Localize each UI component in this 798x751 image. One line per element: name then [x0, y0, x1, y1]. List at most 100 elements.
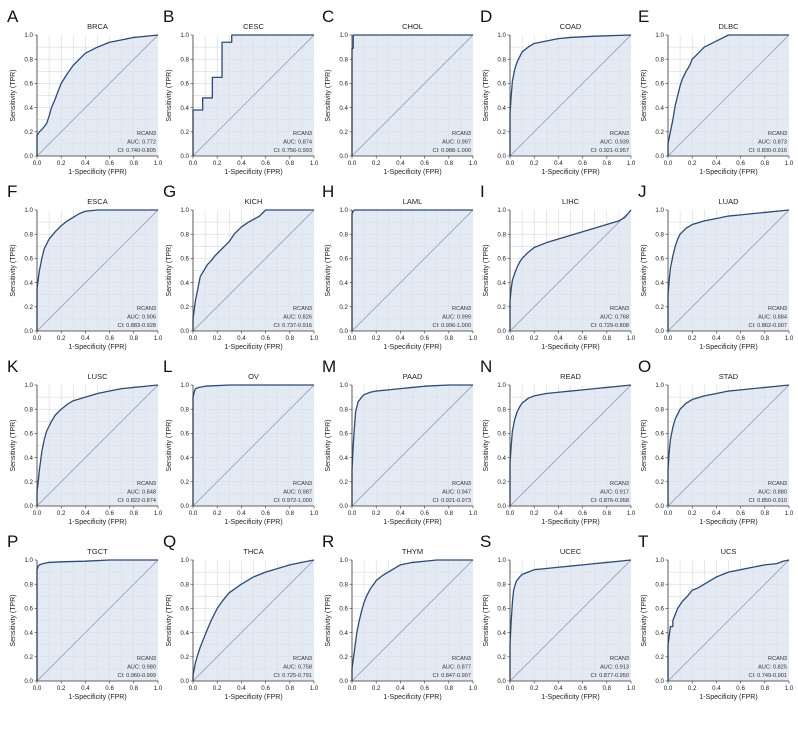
x-tick-label: 0.0 [348, 335, 357, 342]
x-tick-label: 1.0 [785, 160, 794, 167]
y-tick-label: 1.0 [180, 557, 189, 564]
x-tick-label: 0.2 [57, 510, 66, 517]
panel-letter: A [7, 7, 19, 26]
legend-ci: CI: 0.876-0.958 [590, 498, 629, 504]
x-tick-label: 1.0 [310, 510, 319, 517]
y-tick-label: 0.4 [24, 105, 33, 112]
roc-panel-coad: D COAD 0.00.0 0.2 0.2 0.4 0.4 0.6 0.6 0.8 0.8 1.0 1.… [480, 7, 636, 176]
x-axis-label: 1-Specificity (FPR) [541, 169, 599, 176]
y-tick-label: 0.2 [339, 479, 348, 486]
x-tick-label: 1.0 [154, 510, 163, 517]
x-tick-label: 0.6 [578, 510, 587, 517]
panel-title: DLBC [718, 22, 739, 31]
x-axis-label: 1-Specificity (FPR) [541, 344, 599, 351]
panel-title: THYM [402, 547, 423, 556]
y-tick-label: 0.8 [497, 231, 506, 238]
x-tick-label: 0.2 [372, 160, 381, 167]
y-tick-label: 0.4 [655, 280, 664, 287]
legend-gene-label: RCAN3 [293, 656, 312, 662]
y-tick-label: 0.6 [655, 431, 664, 438]
roc-panel-ucec: S UCEC 0.00.0 0.2 0.2 0.4 0.4 0.6 0.6 0.8 0.8 1.0 1.… [480, 532, 636, 701]
y-tick-label: 1.0 [24, 207, 33, 214]
y-tick-label: 1.0 [655, 32, 664, 39]
y-tick-label: 0.6 [339, 606, 348, 613]
x-tick-label: 0.2 [688, 685, 697, 692]
y-tick-label: 0.2 [655, 304, 664, 311]
y-tick-label: 0.0 [24, 503, 33, 510]
y-tick-label: 0.6 [497, 256, 506, 263]
y-tick-label: 0.0 [497, 328, 506, 335]
x-tick-label: 0.6 [261, 335, 270, 342]
x-tick-label: 0.8 [285, 160, 294, 167]
panel-letter: G [163, 182, 176, 201]
y-axis-label: Sensitivity (TPR) [483, 69, 490, 121]
x-tick-label: 0.8 [444, 160, 453, 167]
x-axis-label: 1-Specificity (FPR) [68, 519, 126, 526]
y-tick-label: 0.4 [339, 630, 348, 637]
legend-auc: AUC: 0.873 [758, 140, 787, 146]
legend-ci: CI: 0.830-0.916 [748, 148, 787, 154]
y-tick-label: 1.0 [339, 557, 348, 564]
legend-ci: CI: 0.921-0.973 [432, 498, 471, 504]
x-tick-label: 0.0 [189, 685, 198, 692]
roc-curve [36, 34, 159, 156]
x-tick-label: 0.2 [213, 335, 222, 342]
legend-auc: AUC: 0.768 [600, 315, 629, 321]
y-axis-label: Sensitivity (TPR) [325, 419, 332, 471]
x-tick-label: 0.4 [554, 160, 563, 167]
legend-ci: CI: 0.883-0.928 [117, 323, 156, 329]
x-tick-label: 1.0 [154, 685, 163, 692]
y-tick-label: 1.0 [180, 382, 189, 389]
x-tick-label: 0.0 [189, 335, 198, 342]
x-tick-label: 0.6 [578, 160, 587, 167]
roc-curve [351, 559, 473, 681]
panel-title: BRCA [87, 22, 108, 31]
roc-panel-stad: O STAD 0.00.0 0.2 0.2 0.4 0.4 0.6 0.6 0.8 0.8 1.0 1.… [638, 357, 794, 526]
x-tick-label: 0.2 [372, 335, 381, 342]
roc-curve [36, 559, 158, 681]
y-tick-label: 0.4 [24, 630, 33, 637]
x-tick-label: 0.4 [712, 160, 721, 167]
x-tick-label: 0.8 [444, 685, 453, 692]
reference-diagonal [509, 209, 632, 332]
x-tick-label: 0.2 [530, 510, 539, 517]
y-tick-label: 0.0 [497, 503, 506, 510]
panel-title: READ [560, 372, 581, 381]
y-tick-label: 0.8 [180, 406, 189, 413]
x-tick-label: 0.0 [348, 685, 357, 692]
y-axis-label: Sensitivity (TPR) [325, 594, 332, 646]
x-axis-label: 1-Specificity (FPR) [383, 169, 441, 176]
x-tick-label: 0.0 [33, 510, 42, 517]
x-axis-label: 1-Specificity (FPR) [68, 344, 126, 351]
x-tick-label: 1.0 [785, 510, 794, 517]
x-axis-label: 1-Specificity (FPR) [224, 344, 282, 351]
roc-curve [509, 209, 632, 331]
legend-ci: CI: 0.921-0.957 [590, 148, 629, 154]
x-tick-label: 0.0 [506, 335, 515, 342]
legend-ci: CI: 0.822-0.874 [117, 498, 156, 504]
legend-gene-label: RCAN3 [293, 131, 312, 137]
y-tick-label: 0.2 [339, 304, 348, 311]
panel-letter: M [322, 357, 336, 376]
x-tick-label: 0.2 [213, 510, 222, 517]
roc-curve [667, 559, 790, 681]
x-tick-label: 0.4 [237, 335, 246, 342]
legend-gene-label: RCAN3 [293, 481, 312, 487]
y-tick-label: 0.0 [180, 328, 189, 335]
x-tick-label: 0.0 [189, 160, 198, 167]
roc-panel-luad: J LUAD 0.00.0 0.2 0.2 0.4 0.4 0.6 0.6 0.8 0.8 1.0 1.… [638, 182, 794, 351]
x-tick-label: 1.0 [310, 685, 319, 692]
roc-curve [667, 384, 790, 506]
x-axis-label: 1-Specificity (FPR) [699, 519, 757, 526]
reference-diagonal [509, 559, 632, 682]
y-tick-label: 0.2 [24, 654, 33, 661]
legend-ci: CI: 0.737-0.916 [273, 323, 312, 329]
y-axis-label: Sensitivity (TPR) [325, 244, 332, 296]
y-axis-label: Sensitivity (TPR) [10, 419, 17, 471]
x-tick-label: 0.0 [664, 510, 673, 517]
x-tick-label: 0.8 [602, 685, 611, 692]
y-tick-label: 0.8 [180, 231, 189, 238]
roc-panel-cesc: B CESC 0.00.0 0.2 0.2 0.4 0.4 0.6 0.6 0.8 0.8 1.0 1.… [163, 7, 319, 176]
x-tick-label: 0.0 [664, 685, 673, 692]
legend-auc: AUC: 0.999 [442, 315, 471, 321]
